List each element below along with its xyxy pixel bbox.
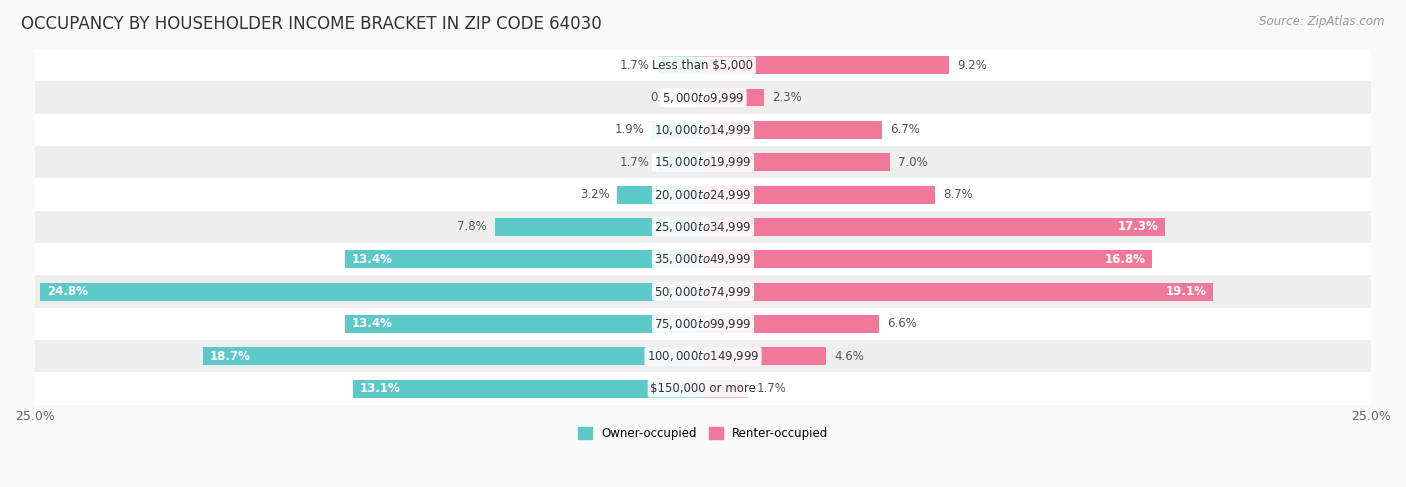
Text: 1.7%: 1.7% — [756, 382, 786, 395]
Bar — [703, 121, 882, 139]
Bar — [695, 89, 703, 107]
Text: $150,000 or more: $150,000 or more — [650, 382, 756, 395]
Text: 16.8%: 16.8% — [1104, 253, 1146, 266]
Text: 19.1%: 19.1% — [1166, 285, 1206, 298]
Bar — [703, 283, 1213, 300]
Bar — [658, 153, 703, 171]
Bar — [35, 81, 1371, 114]
Text: 13.4%: 13.4% — [352, 318, 392, 331]
Bar — [35, 373, 1371, 405]
Text: 7.0%: 7.0% — [898, 156, 928, 169]
Text: 17.3%: 17.3% — [1118, 221, 1159, 233]
Bar — [652, 121, 703, 139]
Legend: Owner-occupied, Renter-occupied: Owner-occupied, Renter-occupied — [572, 423, 834, 445]
Bar — [35, 49, 1371, 81]
Text: $75,000 to $99,999: $75,000 to $99,999 — [654, 317, 752, 331]
Text: Source: ZipAtlas.com: Source: ZipAtlas.com — [1260, 15, 1385, 28]
Bar — [344, 250, 703, 268]
Text: OCCUPANCY BY HOUSEHOLDER INCOME BRACKET IN ZIP CODE 64030: OCCUPANCY BY HOUSEHOLDER INCOME BRACKET … — [21, 15, 602, 33]
Text: $10,000 to $14,999: $10,000 to $14,999 — [654, 123, 752, 137]
Text: $25,000 to $34,999: $25,000 to $34,999 — [654, 220, 752, 234]
Bar — [35, 114, 1371, 146]
Bar — [35, 276, 1371, 308]
Text: 7.8%: 7.8% — [457, 221, 486, 233]
Text: $5,000 to $9,999: $5,000 to $9,999 — [662, 91, 744, 105]
Text: 0.29%: 0.29% — [650, 91, 688, 104]
Bar — [35, 308, 1371, 340]
Text: 4.6%: 4.6% — [834, 350, 863, 363]
Text: $50,000 to $74,999: $50,000 to $74,999 — [654, 284, 752, 299]
Bar — [617, 186, 703, 204]
Text: 6.6%: 6.6% — [887, 318, 917, 331]
Text: 13.4%: 13.4% — [352, 253, 392, 266]
Bar — [703, 186, 935, 204]
Text: $15,000 to $19,999: $15,000 to $19,999 — [654, 155, 752, 169]
Bar — [344, 315, 703, 333]
Text: $35,000 to $49,999: $35,000 to $49,999 — [654, 252, 752, 266]
Bar — [41, 283, 703, 300]
Bar — [658, 56, 703, 74]
Text: 8.7%: 8.7% — [943, 188, 973, 201]
Text: 9.2%: 9.2% — [957, 59, 987, 72]
Text: 24.8%: 24.8% — [46, 285, 89, 298]
Text: 6.7%: 6.7% — [890, 123, 920, 136]
Bar — [35, 243, 1371, 276]
Text: $20,000 to $24,999: $20,000 to $24,999 — [654, 187, 752, 202]
Bar — [703, 380, 748, 397]
Bar — [703, 250, 1152, 268]
Text: Less than $5,000: Less than $5,000 — [652, 59, 754, 72]
Text: 3.2%: 3.2% — [579, 188, 609, 201]
Bar — [703, 218, 1166, 236]
Bar — [353, 380, 703, 397]
Text: 1.7%: 1.7% — [620, 59, 650, 72]
Bar — [703, 347, 825, 365]
Bar — [35, 211, 1371, 243]
Text: 1.7%: 1.7% — [620, 156, 650, 169]
Bar — [35, 178, 1371, 211]
Bar — [35, 146, 1371, 178]
Bar — [703, 56, 949, 74]
Text: 18.7%: 18.7% — [209, 350, 250, 363]
Bar — [495, 218, 703, 236]
Bar — [703, 315, 879, 333]
Bar — [703, 89, 765, 107]
Text: $100,000 to $149,999: $100,000 to $149,999 — [647, 349, 759, 363]
Text: 1.9%: 1.9% — [614, 123, 644, 136]
Text: 2.3%: 2.3% — [772, 91, 803, 104]
Bar — [703, 153, 890, 171]
Bar — [35, 340, 1371, 373]
Text: 13.1%: 13.1% — [360, 382, 401, 395]
Bar — [204, 347, 703, 365]
